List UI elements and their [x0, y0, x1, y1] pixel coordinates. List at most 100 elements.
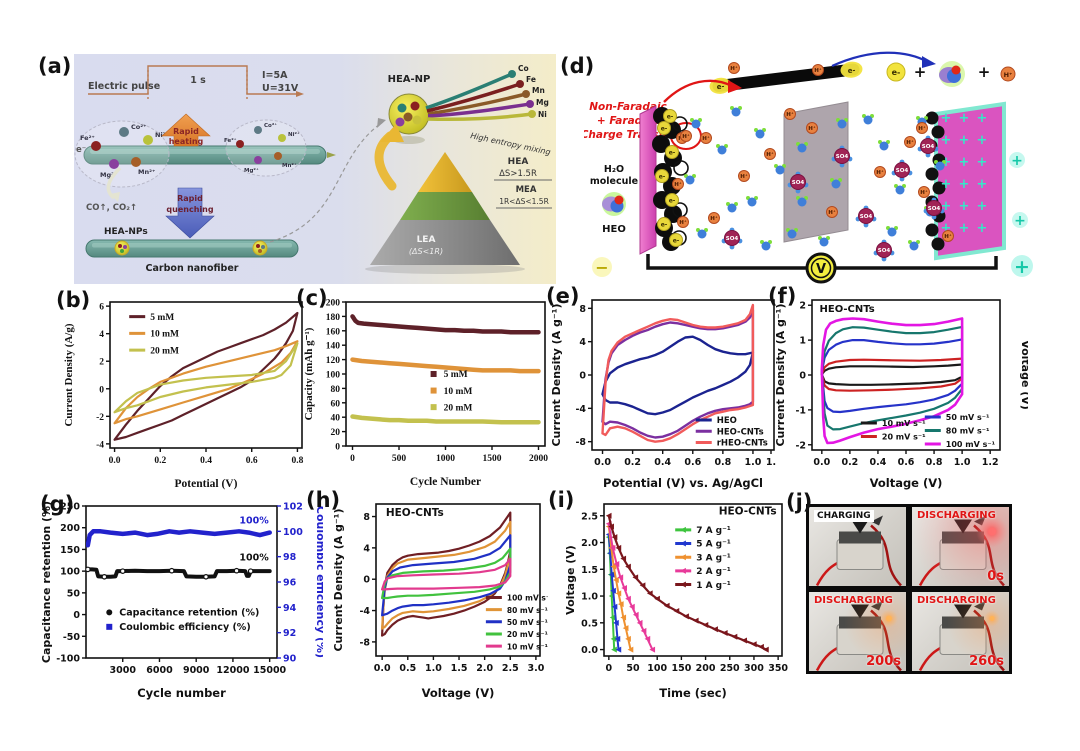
series-100 mV s-1: [820, 317, 964, 445]
pyramid-lea-name: LEA: [417, 235, 436, 245]
hea-np-label: HEA-NP: [388, 74, 431, 85]
electron-sphere: [655, 169, 669, 183]
led-glow-overlay: [912, 592, 1009, 671]
x-tick-label: 0.8: [714, 457, 731, 468]
y-tick-label: 150: [60, 545, 80, 556]
ion-label-mg-2: Mg²⁺: [244, 167, 259, 174]
equation-plus-2: +: [978, 63, 991, 81]
x-tick-label: 9000: [183, 665, 210, 676]
y-tick-label: 2: [99, 358, 104, 368]
annotation: HEO-CNTs: [820, 304, 875, 315]
chart-b-svg: 0.0 0.2 0.4 0.6 0.8 -4 -2 0 2 4 6 Potential (V) Curr…: [63, 301, 304, 490]
chart-panel-g: 3000 6000 9000 12000 15000 -100 -50 0 50 100 150 20…: [38, 498, 327, 702]
electron-flow-arrow: [831, 51, 936, 68]
h2o-label-line2: molecule: [590, 176, 638, 187]
ion-label: H⁺: [702, 135, 710, 142]
water-molecule: [887, 227, 897, 237]
photo-time: 200s: [866, 654, 901, 669]
ion-label: +: [959, 177, 970, 192]
x-tick-label: 3000: [110, 665, 137, 676]
y-tick-label: 0.0: [581, 645, 598, 656]
y-tick-label: 6: [99, 303, 104, 313]
h2o-label-line1: H₂O: [604, 164, 624, 175]
y-tick-label: 100: [326, 371, 341, 381]
y-tick-label: 4: [579, 337, 586, 348]
y-tick-label: 1: [799, 336, 806, 347]
x-tick-label: 0.6: [684, 457, 701, 468]
y2-axis-label: Voltage (V): [1019, 340, 1028, 410]
ion-label: H⁺: [876, 169, 884, 176]
ion-label: +: [959, 133, 970, 148]
x-tick-label: 3.0: [527, 663, 544, 674]
series-10 mV s-1: [381, 557, 512, 591]
x-tick-label: 1500: [482, 454, 501, 464]
metal-ion-cluster-right: Co²⁺ Fe²⁺ Ni²⁺ Mg²⁺ Mn²⁺: [224, 119, 307, 177]
x-tick-label: 1.2: [982, 457, 999, 468]
water-molecule: [935, 161, 945, 171]
photo-device-3: [815, 600, 902, 671]
x-tick-label: 0.0: [374, 663, 391, 674]
legend-label: 80 mV s⁻¹: [946, 427, 990, 436]
proton-ion: [728, 62, 740, 74]
panel-g-label: (g): [40, 492, 75, 516]
x-axis-label: Voltage (V): [870, 476, 943, 490]
y-tick-label: 40: [331, 414, 341, 424]
photo-cell-discharging-260s: DISCHARGING 260s: [909, 589, 1012, 674]
plus-glow: [1009, 152, 1025, 168]
y-tick-label: 180: [326, 313, 341, 323]
y-tick-label: 200: [326, 299, 341, 309]
cnt-coating-blob: [932, 181, 946, 195]
x-tick-label: 0.8: [926, 457, 943, 468]
ion-label: +: [941, 177, 952, 192]
series-3 A g-1: [607, 525, 632, 651]
ion-label: e-: [661, 222, 668, 229]
legend-label: 50 mV s⁻¹: [507, 618, 548, 627]
chart-g-svg: 3000 6000 9000 12000 15000 -100 -50 0 50 100 150 20…: [40, 501, 327, 700]
proton-ion: [680, 130, 692, 142]
ion-label-mg: Mg²⁺: [100, 171, 117, 179]
cnt-squiggle: [672, 116, 688, 132]
gas-release-arrow: [106, 166, 122, 202]
photo-time: 0s: [987, 569, 1004, 584]
voltmeter: V: [805, 252, 837, 284]
element-label-mn: Mn: [532, 86, 545, 95]
ion-label: H⁺: [808, 125, 816, 132]
electron-equation: e- + + H⁺: [886, 61, 1016, 87]
x-tick-label: 50: [626, 663, 640, 674]
chart-e-svg: 0.0 0.2 0.4 0.6 0.8 1.0 1. -8 -4 0 4 8 Potential (V)…: [550, 299, 776, 490]
chart-panel-i: 0 50 100 150 200 250 300 350 0.0 0.5 1.0 1.5 2.0 2.5 T…: [562, 494, 792, 702]
series-layer: [381, 511, 512, 637]
y-axis-label: Capacitance retention (%): [40, 501, 53, 663]
ion-label: +: [941, 221, 952, 236]
x-tick-label: 0.4: [200, 456, 212, 466]
hea-nps-label: HEA-NPs: [104, 227, 148, 237]
external-circuit: [646, 254, 998, 270]
proton-ion: [916, 122, 928, 134]
y-tick-label: 2.5: [581, 511, 598, 522]
x-tick-label: 250: [720, 663, 740, 674]
pyramid-mea-name: MEA: [516, 185, 537, 195]
ion-label: e-: [661, 126, 668, 133]
water-molecule: [863, 115, 873, 125]
panel-a-schematic: Electric pulse 1 s I=5A U=31V e⁻ Co²⁺ Fe…: [74, 54, 556, 284]
legend: [129, 315, 146, 352]
ion-label: e-: [669, 198, 676, 205]
x-tick-label: 350: [768, 663, 788, 674]
ion-label: +: [941, 133, 952, 148]
sulfate-ion: [790, 174, 806, 190]
series-1 A g-1: [607, 514, 768, 651]
ion-label: SO4: [922, 144, 935, 150]
x-tick-label: 6000: [146, 665, 173, 676]
led-glow-overlay: [809, 592, 906, 671]
gas-label: CO↑, CO₂↑: [86, 203, 137, 213]
axes: [342, 301, 540, 450]
y-tick-label: 250: [60, 502, 80, 513]
ion-label: H⁺: [766, 151, 774, 158]
ion-label: H⁺: [918, 125, 926, 132]
photo-caption: CHARGING: [814, 510, 874, 522]
rapid-heating-line2: heating: [169, 137, 204, 146]
y2-tick-label: 94: [283, 603, 297, 614]
legend-label: 5 mM: [444, 370, 468, 380]
electron-sphere: [665, 145, 679, 159]
